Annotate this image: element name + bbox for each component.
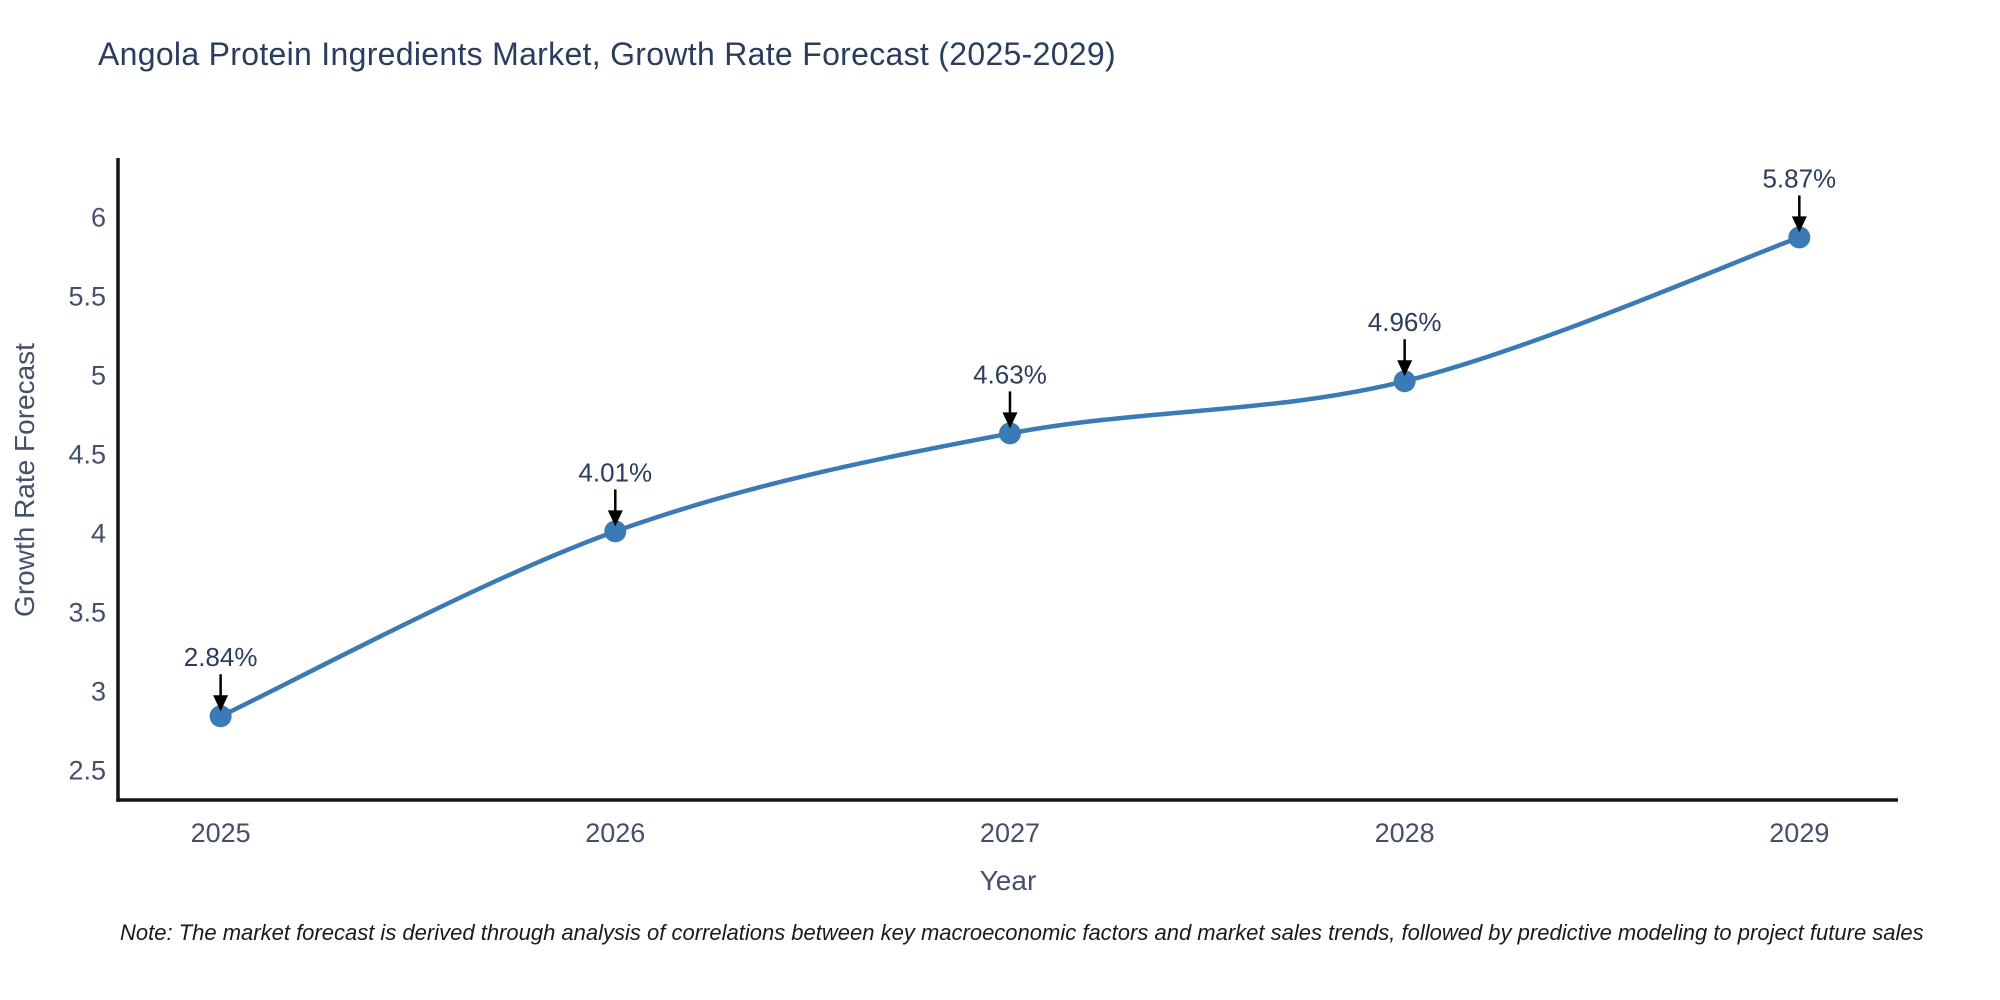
x-tick-label: 2029 (1769, 818, 1829, 848)
y-tick-label: 4.5 (68, 439, 106, 469)
annotation-arrowhead (1791, 216, 1807, 233)
y-axis-title: Growth Rate Forecast (9, 343, 40, 617)
x-tick-label: 2027 (980, 818, 1040, 848)
data-point-2027[interactable] (998, 422, 1021, 445)
annotation-arrowhead (1397, 360, 1413, 377)
footnote: Note: The market forecast is derived thr… (120, 920, 1924, 945)
annotation-label: 4.01% (578, 457, 652, 487)
y-tick-label: 4 (91, 518, 106, 548)
data-point-2028[interactable] (1393, 370, 1416, 393)
y-tick-label: 2.5 (68, 755, 106, 785)
annotation-label: 4.96% (1368, 307, 1442, 337)
y-tick-label: 5 (91, 360, 106, 390)
y-tick-label: 3 (91, 676, 106, 706)
x-axis-title: Year (980, 865, 1037, 896)
y-tick-label: 6 (91, 202, 106, 232)
data-point-2029[interactable] (1788, 226, 1811, 249)
y-tick-label: 3.5 (68, 597, 106, 627)
annotation-label: 2.84% (184, 642, 258, 672)
x-tick-label: 2025 (191, 818, 251, 848)
x-tick-label: 2028 (1375, 818, 1435, 848)
annotation-label: 4.63% (973, 359, 1047, 389)
trend-line (218, 235, 1802, 719)
y-tick-label: 5.5 (68, 281, 106, 311)
annotation-arrowhead (607, 510, 623, 527)
annotation-label: 5.87% (1762, 163, 1836, 193)
chart-title: Angola Protein Ingredients Market, Growt… (98, 36, 1116, 72)
data-point-2025[interactable] (209, 705, 232, 728)
annotation-arrowhead (1002, 412, 1018, 429)
annotation-arrowhead (213, 695, 229, 712)
data-point-2026[interactable] (604, 520, 627, 543)
x-tick-label: 2026 (585, 818, 645, 848)
